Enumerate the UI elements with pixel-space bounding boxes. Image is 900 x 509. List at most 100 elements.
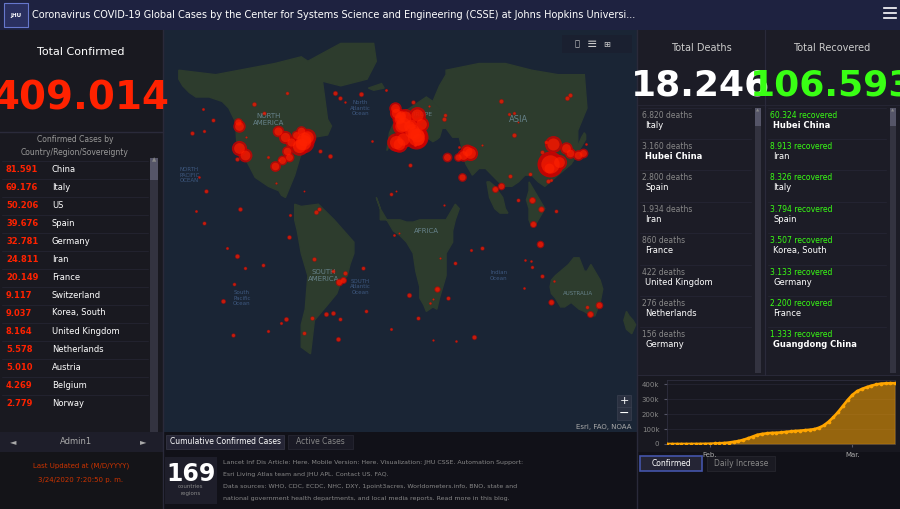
- Point: [422, 102, 436, 110]
- Point: [426, 295, 440, 303]
- Point: [230, 252, 245, 260]
- Text: 3.507 recovered: 3.507 recovered: [770, 236, 832, 245]
- Point: [426, 295, 440, 303]
- Text: Austria: Austria: [52, 362, 82, 372]
- Point: [389, 108, 403, 117]
- Text: Esri, FAO, NOAA: Esri, FAO, NOAA: [577, 424, 632, 430]
- Polygon shape: [433, 64, 587, 186]
- Point: [414, 120, 428, 128]
- Text: 3/24/2020 7:20:50 p. m.: 3/24/2020 7:20:50 p. m.: [39, 477, 123, 483]
- Point: [226, 280, 240, 288]
- Point: [408, 129, 422, 137]
- Point: [220, 244, 234, 252]
- Point: [297, 135, 311, 144]
- Point: [216, 297, 230, 305]
- Point: [238, 264, 253, 272]
- Point: [395, 135, 410, 144]
- Point: [552, 158, 566, 166]
- Point: [533, 240, 547, 248]
- Point: [802, 426, 816, 434]
- Point: [280, 147, 294, 155]
- Point: [559, 144, 573, 152]
- FancyBboxPatch shape: [562, 35, 632, 53]
- Point: [660, 440, 674, 448]
- FancyBboxPatch shape: [4, 3, 28, 27]
- Point: [523, 169, 537, 178]
- Point: [441, 294, 455, 302]
- Point: [389, 108, 403, 117]
- Point: [297, 135, 311, 144]
- Point: [410, 111, 424, 119]
- Text: Norway: Norway: [52, 399, 84, 408]
- Point: [409, 133, 423, 142]
- Point: [488, 184, 502, 192]
- Point: [448, 337, 463, 346]
- Point: [232, 122, 247, 130]
- Point: [232, 144, 247, 152]
- Point: [454, 174, 469, 182]
- Point: [841, 396, 855, 404]
- Text: 🔖: 🔖: [574, 40, 580, 48]
- Point: [422, 298, 436, 306]
- Point: [216, 297, 230, 305]
- Text: 69.176: 69.176: [6, 183, 39, 191]
- FancyBboxPatch shape: [0, 30, 163, 132]
- Text: 8.326 recovered: 8.326 recovered: [770, 174, 832, 182]
- Point: [230, 252, 245, 260]
- Point: [300, 133, 314, 142]
- Text: Daily Increase: Daily Increase: [714, 459, 769, 467]
- Text: AUSTRALIA: AUSTRALIA: [562, 291, 593, 296]
- Polygon shape: [308, 43, 376, 86]
- Text: 276 deaths: 276 deaths: [642, 299, 685, 308]
- Point: [365, 137, 380, 145]
- Point: [326, 266, 340, 274]
- Point: [674, 440, 688, 448]
- Point: [679, 440, 693, 448]
- Point: [580, 303, 594, 311]
- Point: [388, 104, 402, 112]
- Point: [535, 272, 549, 280]
- FancyBboxPatch shape: [0, 0, 900, 30]
- Point: [591, 301, 606, 309]
- Point: [493, 97, 508, 105]
- Point: [292, 142, 306, 150]
- FancyBboxPatch shape: [890, 108, 896, 373]
- Point: [525, 263, 539, 271]
- Point: [313, 147, 328, 155]
- Point: [510, 196, 525, 204]
- Point: [463, 149, 477, 157]
- Point: [395, 135, 410, 144]
- Point: [332, 278, 347, 287]
- FancyBboxPatch shape: [288, 435, 353, 449]
- Point: [312, 205, 327, 213]
- Point: [192, 173, 206, 181]
- Point: [547, 277, 562, 285]
- Text: Germany: Germany: [645, 341, 684, 349]
- Point: [394, 122, 409, 130]
- FancyBboxPatch shape: [637, 30, 765, 375]
- Point: [510, 196, 525, 204]
- Text: Indian
Ocean: Indian Ocean: [490, 270, 508, 281]
- Text: 24.811: 24.811: [6, 254, 39, 264]
- Point: [405, 126, 419, 134]
- Text: 169: 169: [166, 462, 216, 486]
- Text: Esri Living Atlas team and JHU APL. Contact US. FAQ.: Esri Living Atlas team and JHU APL. Cont…: [223, 472, 389, 477]
- Point: [279, 315, 293, 323]
- Point: [238, 132, 253, 140]
- Text: ▲: ▲: [152, 157, 156, 162]
- Text: Active Cases: Active Cases: [295, 438, 345, 446]
- Point: [580, 303, 594, 311]
- Text: SOUTH
AMERICA: SOUTH AMERICA: [308, 269, 339, 282]
- Point: [402, 161, 417, 169]
- Text: 2.800 deaths: 2.800 deaths: [642, 174, 692, 182]
- Point: [284, 137, 298, 146]
- FancyBboxPatch shape: [0, 432, 163, 452]
- Point: [388, 104, 402, 112]
- Point: [309, 208, 323, 216]
- Text: 3.794 recovered: 3.794 recovered: [770, 205, 832, 214]
- Point: [545, 140, 560, 148]
- Point: [401, 291, 416, 299]
- Point: [205, 116, 220, 124]
- Point: [197, 127, 211, 135]
- Point: [333, 315, 347, 323]
